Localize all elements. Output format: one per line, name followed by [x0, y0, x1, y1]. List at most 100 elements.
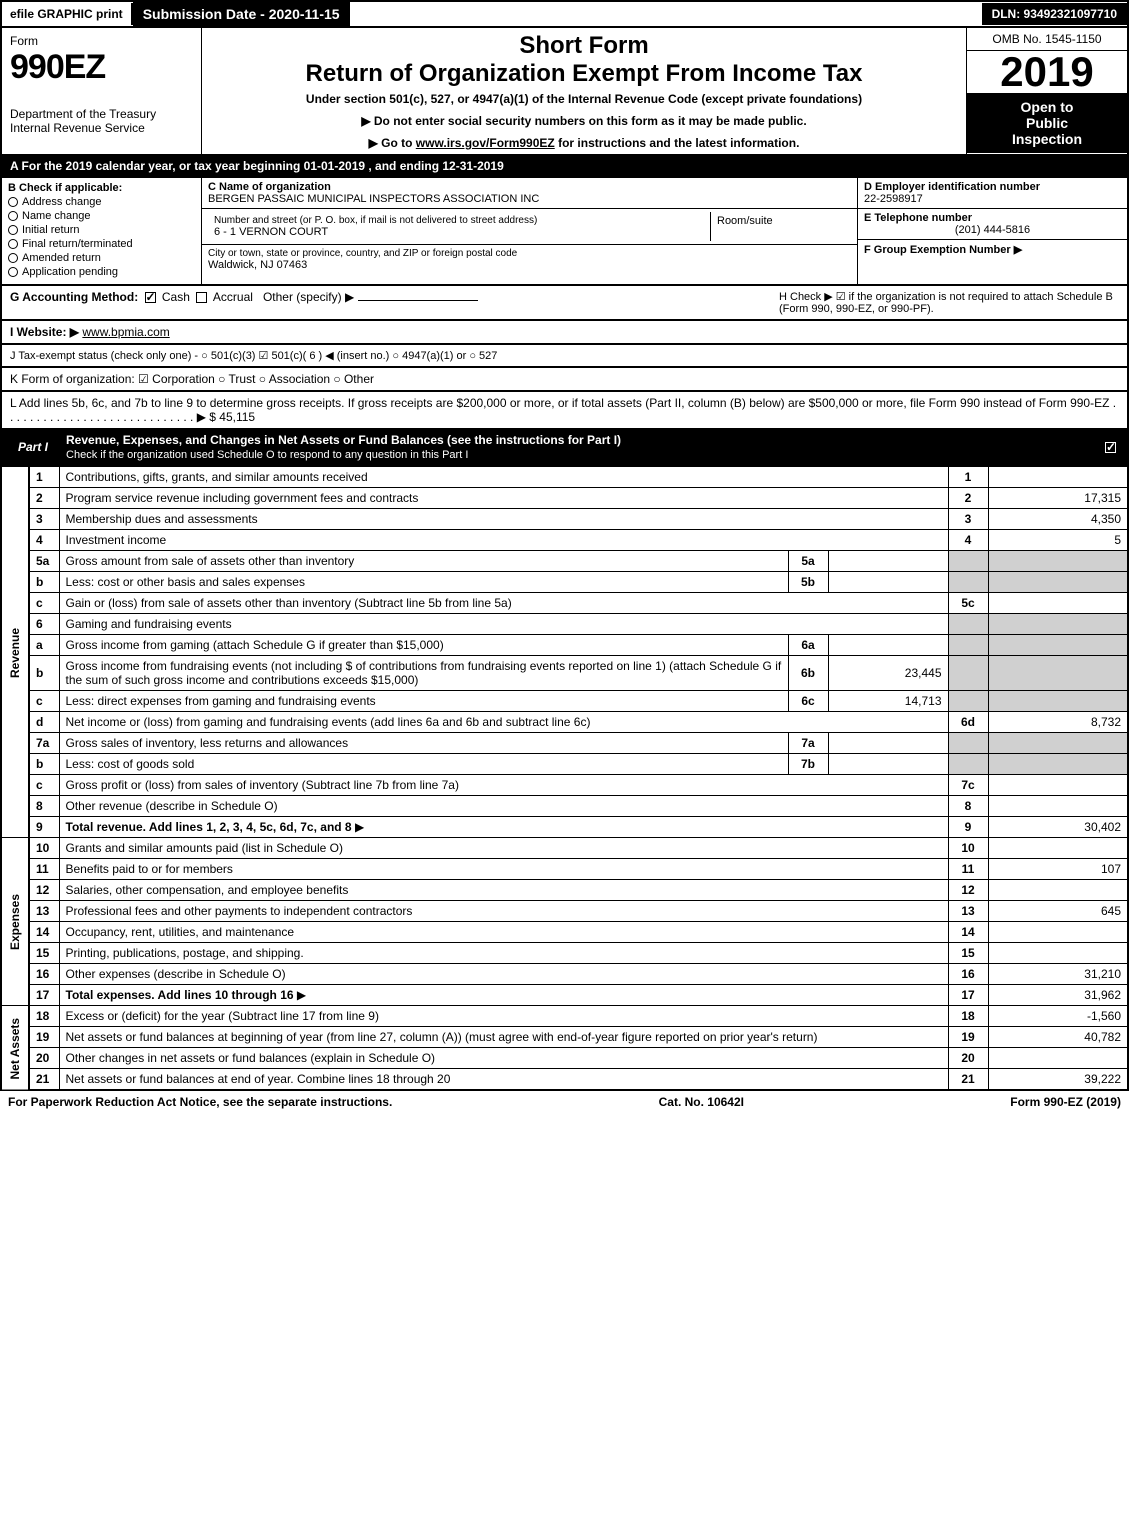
l-text: L Add lines 5b, 6c, and 7b to line 9 to …: [10, 396, 1116, 424]
num: 14: [29, 922, 59, 943]
num: 10: [29, 838, 59, 859]
sub-num: 6c: [788, 691, 828, 712]
shade: [988, 572, 1128, 593]
section-g: G Accounting Method: Cash Accrual Other …: [10, 290, 478, 315]
sub-num: 7b: [788, 754, 828, 775]
city-label: City or town, state or province, country…: [208, 248, 517, 259]
line-num: 3: [948, 509, 988, 530]
section-d: D Employer identification number 22-2598…: [858, 178, 1127, 209]
line-10: Expenses 10 Grants and similar amounts p…: [1, 838, 1128, 859]
line-num: 8: [948, 796, 988, 817]
footer-left: For Paperwork Reduction Act Notice, see …: [8, 1095, 392, 1109]
shade: [948, 754, 988, 775]
amount: [988, 796, 1128, 817]
line-2: 2 Program service revenue including gove…: [1, 488, 1128, 509]
expenses-side-label: Expenses: [1, 838, 29, 1006]
line-num: 4: [948, 530, 988, 551]
chk-address-change[interactable]: Address change: [8, 196, 195, 208]
num: 9: [29, 817, 59, 838]
desc: Other expenses (describe in Schedule O): [59, 964, 948, 985]
amount: [988, 1048, 1128, 1069]
website-link[interactable]: www.bpmia.com: [82, 325, 169, 339]
line-20: 20 Other changes in net assets or fund b…: [1, 1048, 1128, 1069]
i-label: I Website: ▶: [10, 325, 79, 339]
title-return: Return of Organization Exempt From Incom…: [212, 60, 956, 88]
desc: Less: cost or other basis and sales expe…: [59, 572, 788, 593]
num: c: [29, 691, 59, 712]
line-num: 6d: [948, 712, 988, 733]
num: c: [29, 775, 59, 796]
chk-label: Application pending: [22, 266, 118, 278]
desc: Salaries, other compensation, and employ…: [59, 880, 948, 901]
section-h: H Check ▶ ☑ if the organization is not r…: [779, 290, 1119, 315]
chk-cash[interactable]: [145, 292, 156, 303]
g-label: G Accounting Method:: [10, 290, 138, 304]
revenue-side-label: Revenue: [1, 467, 29, 838]
line-num: 1: [948, 467, 988, 488]
desc: Less: direct expenses from gaming and fu…: [59, 691, 788, 712]
shade: [988, 656, 1128, 691]
line-14: 14 Occupancy, rent, utilities, and maint…: [1, 922, 1128, 943]
amount: 31,210: [988, 964, 1128, 985]
room-suite: Room/suite: [711, 212, 851, 241]
sub-val: 14,713: [828, 691, 948, 712]
form-label: Form: [10, 34, 193, 48]
desc: Net assets or fund balances at end of ye…: [59, 1069, 948, 1091]
irs-link[interactable]: www.irs.gov/Form990EZ: [416, 136, 555, 150]
chk-name-change[interactable]: Name change: [8, 210, 195, 222]
header-center: Short Form Return of Organization Exempt…: [202, 28, 967, 154]
section-g-h: G Accounting Method: Cash Accrual Other …: [0, 286, 1129, 321]
num: 8: [29, 796, 59, 817]
top-bar-left: efile GRAPHIC print Submission Date - 20…: [2, 2, 350, 26]
desc: Contributions, gifts, grants, and simila…: [59, 467, 948, 488]
chk-app-pending[interactable]: Application pending: [8, 266, 195, 278]
part-i-label: Part I: [10, 438, 56, 456]
sub-num: 6a: [788, 635, 828, 656]
chk-accrual[interactable]: [196, 292, 207, 303]
line-num: 18: [948, 1006, 988, 1027]
line-num: 11: [948, 859, 988, 880]
goto-pre: ▶ Go to: [369, 136, 416, 150]
info-grid: B Check if applicable: Address change Na…: [0, 178, 1129, 286]
line-num: 5c: [948, 593, 988, 614]
line-num: 16: [948, 964, 988, 985]
line-13: 13 Professional fees and other payments …: [1, 901, 1128, 922]
desc: Gross sales of inventory, less returns a…: [59, 733, 788, 754]
e-label: E Telephone number: [864, 212, 1121, 224]
phone: (201) 444-5816: [864, 224, 1121, 236]
part-i-header: Part I Revenue, Expenses, and Changes in…: [0, 430, 1129, 466]
chk-initial-return[interactable]: Initial return: [8, 224, 195, 236]
accrual-label: Accrual: [213, 290, 253, 304]
num: 21: [29, 1069, 59, 1091]
amount: 31,962: [988, 985, 1128, 1006]
line-6a: a Gross income from gaming (attach Sched…: [1, 635, 1128, 656]
line-num: 21: [948, 1069, 988, 1091]
amount: 8,732: [988, 712, 1128, 733]
num: 13: [29, 901, 59, 922]
cash-label: Cash: [162, 290, 190, 304]
irs-label: Internal Revenue Service: [10, 121, 193, 135]
desc: Total expenses. Add lines 10 through 16: [66, 988, 294, 1002]
form-number: 990EZ: [10, 48, 193, 87]
line-7a: 7a Gross sales of inventory, less return…: [1, 733, 1128, 754]
chk-amended[interactable]: Amended return: [8, 252, 195, 264]
part-i-checkbox[interactable]: [1105, 442, 1116, 453]
sub-num: 5a: [788, 551, 828, 572]
goto-post: for instructions and the latest informat…: [558, 136, 799, 150]
amount: [988, 880, 1128, 901]
shade: [948, 614, 988, 635]
chk-final-return[interactable]: Final return/terminated: [8, 238, 195, 250]
sub-val: 23,445: [828, 656, 948, 691]
shade: [948, 635, 988, 656]
efile-print-button[interactable]: efile GRAPHIC print: [2, 3, 133, 25]
desc: Gross amount from sale of assets other t…: [59, 551, 788, 572]
num: 12: [29, 880, 59, 901]
part-i-title: Revenue, Expenses, and Changes in Net As…: [66, 433, 621, 447]
amount: [988, 922, 1128, 943]
desc: Other changes in net assets or fund bala…: [59, 1048, 948, 1069]
num: b: [29, 656, 59, 691]
amount: [988, 593, 1128, 614]
num: a: [29, 635, 59, 656]
inspection-1: Open to: [973, 99, 1121, 115]
section-i: I Website: ▶ www.bpmia.com: [0, 321, 1129, 345]
